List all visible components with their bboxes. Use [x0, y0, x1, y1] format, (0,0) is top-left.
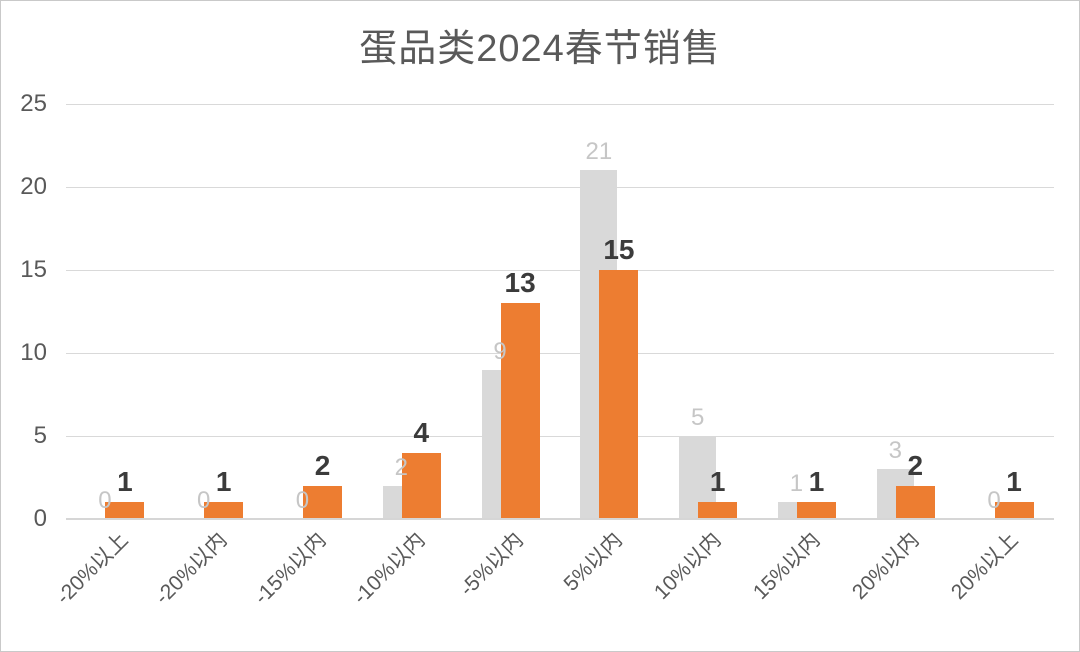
bar-orange: [599, 270, 639, 519]
category-cell: 21 15: [560, 104, 659, 519]
value-label-orange: 1: [215, 466, 232, 498]
chart-title: 蛋品类2024春节销售: [359, 28, 721, 70]
y-axis-label: 25: [20, 90, 47, 117]
y-axis-label: 0: [33, 505, 47, 532]
x-axis-label: 10%以内: [650, 528, 726, 604]
bar-orange: [500, 303, 540, 519]
bar-orange: [302, 485, 342, 519]
value-label-gray: 0: [197, 487, 211, 514]
value-label-orange: 1: [1006, 466, 1022, 498]
gridline: [66, 270, 1054, 271]
y-axis-label: 10: [20, 339, 47, 366]
gridline: [66, 353, 1054, 354]
value-label-orange: 1: [709, 466, 726, 498]
value-label-gray: 0: [987, 487, 1001, 514]
x-axis-label: 20%以内: [847, 528, 924, 604]
bar-orange: [796, 502, 836, 519]
value-label-orange: 1: [808, 466, 825, 498]
bar-orange: [401, 452, 441, 519]
value-label-gray: 2: [394, 453, 408, 481]
gridline: [66, 436, 1054, 437]
x-axis-label: -5%以内: [455, 528, 529, 601]
value-label-orange: 15: [603, 234, 635, 265]
value-label-gray: 0: [98, 487, 112, 514]
x-axis-label: 5%以内: [559, 528, 627, 596]
x-axis-line: [66, 518, 1054, 520]
x-axis-label: -10%以内: [348, 528, 430, 609]
bar-orange: [105, 502, 145, 519]
y-axis: 0 5 10 15 20 25: [1, 91, 51, 532]
x-axis-label: 15%以内: [748, 528, 825, 604]
plot-area: 0 1 0 1 0 2 2 4 9 13 21 15 5 1 1 1 3 2 0 1: [66, 104, 1054, 520]
x-axis-label: -20%以内: [151, 528, 232, 609]
value-label-gray: 5: [691, 404, 705, 431]
value-label-gray: 0: [295, 487, 310, 514]
value-label-orange: 1: [117, 466, 133, 498]
gridline: [66, 104, 1054, 105]
category-cell: 9 13: [461, 104, 560, 519]
value-label-gray: 9: [493, 337, 507, 365]
value-label-orange: 4: [413, 416, 430, 448]
bar-orange: [204, 502, 244, 519]
y-axis-label: 5: [33, 422, 47, 449]
value-label-orange: 13: [504, 267, 536, 299]
value-label-gray: 1: [789, 470, 804, 498]
bar-orange: [994, 502, 1034, 519]
value-label-orange: 2: [907, 449, 924, 481]
x-axis-label: -20%以上: [52, 528, 133, 609]
y-axis-label: 15: [20, 256, 47, 283]
x-axis-label: -15%以内: [249, 528, 331, 609]
bar-orange: [895, 485, 935, 519]
x-axis-label: 20%以上: [946, 528, 1023, 604]
x-axis: -20%以上 -20%以内 -15%以内 -10%以内 -5%以内 5%以内 10%以内 15…: [52, 519, 1054, 649]
value-label-orange: 2: [314, 449, 331, 481]
bar-orange: [698, 502, 738, 519]
value-label-gray: 21: [585, 138, 613, 166]
gridline: [66, 187, 1054, 188]
y-axis-label: 20: [20, 173, 47, 200]
value-label-gray: 3: [888, 437, 902, 465]
